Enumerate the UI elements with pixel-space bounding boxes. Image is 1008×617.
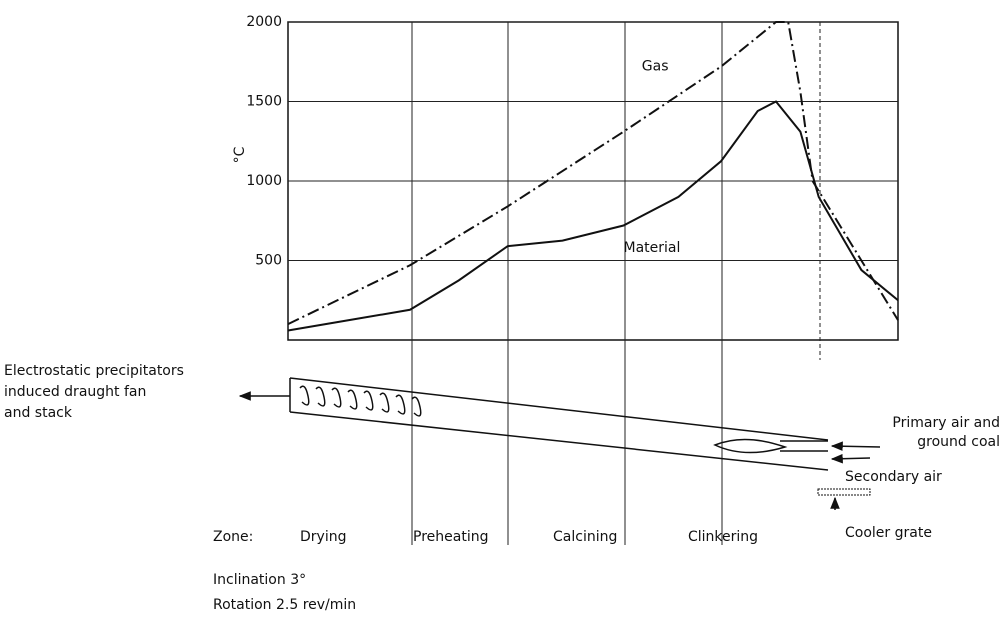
primary-air-label: Primary air and (892, 415, 1000, 431)
y-tick-label: 2000 (246, 14, 282, 30)
zone-name: Preheating (413, 529, 488, 545)
primary-air-label: ground coal (917, 434, 1000, 450)
y-tick-label: 1500 (246, 94, 282, 110)
zone-name: Drying (300, 529, 346, 545)
zone-dividers (411, 22, 821, 545)
secondary-air-label: Secondary air (845, 469, 942, 485)
inclination-label: Inclination 3° (213, 572, 306, 588)
rotation-label: Rotation 2.5 rev/min (213, 597, 356, 613)
kiln (238, 377, 881, 510)
y-axis-label: °C (232, 146, 248, 163)
zone-name: Calcining (553, 529, 617, 545)
exhaust-label: and stack (4, 405, 73, 421)
y-tick-label: 500 (255, 253, 282, 269)
exhaust-label: Electrostatic precipitators (4, 363, 184, 379)
series-line (287, 100, 899, 332)
zone-label: Zone: (213, 529, 253, 545)
series-label: Gas (642, 59, 669, 75)
zone-name: Clinkering (688, 529, 758, 545)
cooler-label: Cooler grate (845, 525, 932, 541)
y-tick-label: 1000 (246, 173, 282, 189)
series-line (287, 21, 899, 326)
series-label: Material (624, 240, 681, 256)
exhaust-label: induced draught fan (4, 384, 146, 400)
